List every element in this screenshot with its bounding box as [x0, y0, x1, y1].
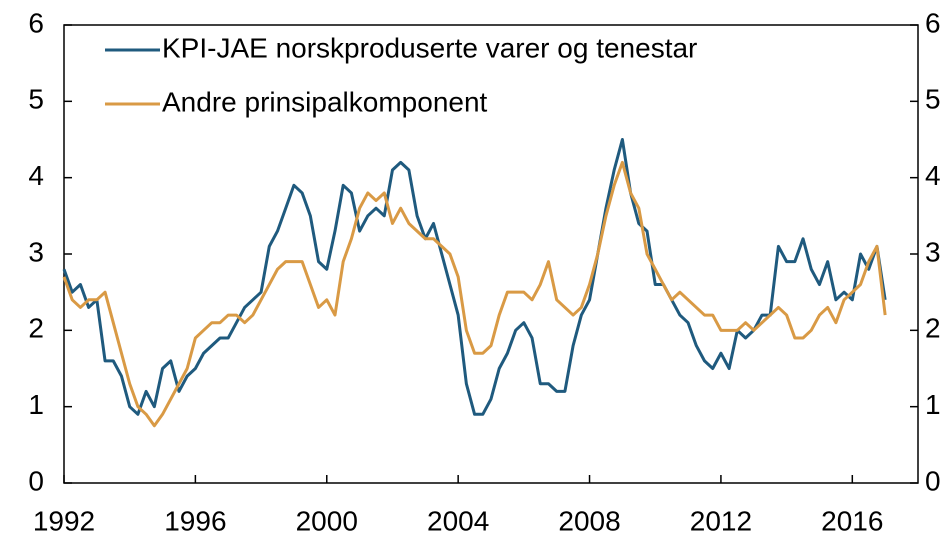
y2-tick-label: 1 [925, 389, 941, 420]
y2-tick-label: 0 [925, 465, 941, 496]
series-line [62, 138, 887, 416]
y2-tick-label: 2 [925, 313, 941, 344]
y-tick-label: 4 [28, 160, 44, 191]
x-tick-label: 2000 [296, 505, 358, 536]
legend-label: KPI-JAE norskproduserte varer og tenesta… [162, 32, 697, 63]
y2-tick-label: 5 [925, 84, 941, 115]
series-line [62, 160, 887, 428]
x-tick-label: 1996 [164, 505, 226, 536]
y-tick-label: 6 [28, 7, 44, 38]
y-tick-label: 3 [28, 236, 44, 267]
y2-tick-label: 6 [925, 7, 941, 38]
y-tick-label: 5 [28, 84, 44, 115]
y-tick-label: 1 [28, 389, 44, 420]
legend-label: Andre prinsipalkomponent [162, 86, 488, 117]
y-tick-label: 0 [28, 465, 44, 496]
x-tick-label: 1992 [33, 505, 95, 536]
y2-tick-label: 4 [925, 160, 941, 191]
x-tick-label: 2008 [558, 505, 620, 536]
x-tick-label: 2016 [821, 505, 883, 536]
x-tick-label: 2004 [427, 505, 489, 536]
y-tick-label: 2 [28, 313, 44, 344]
y2-tick-label: 3 [925, 236, 941, 267]
x-tick-label: 2012 [690, 505, 752, 536]
